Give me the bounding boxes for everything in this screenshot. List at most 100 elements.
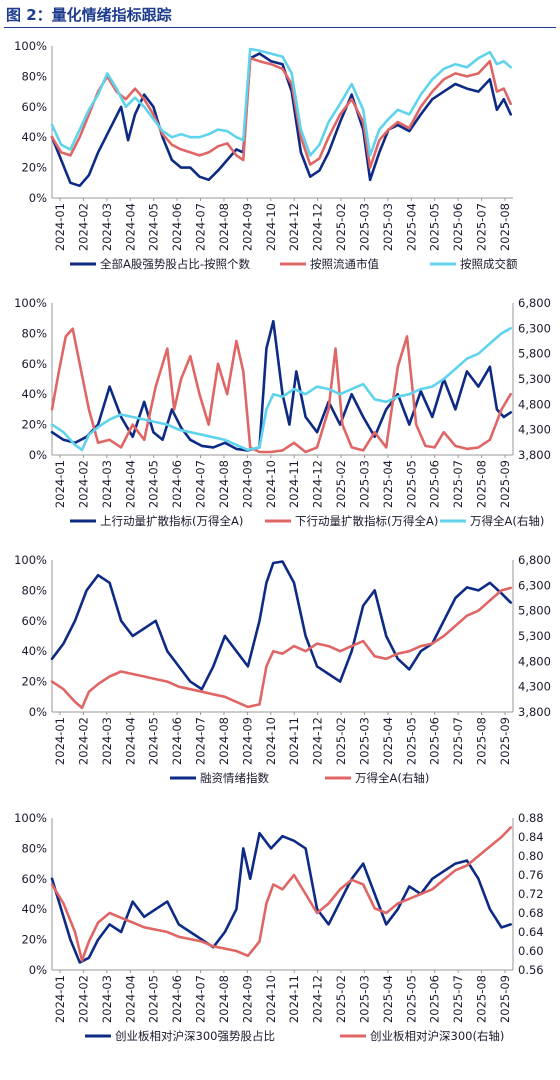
x-tick-label: 2025-02: [334, 460, 348, 508]
legend-label: 按照成交额: [460, 257, 518, 271]
legend-label: 万得全A(右轴): [355, 771, 429, 785]
series-line: [50, 586, 513, 710]
right-tick-label: 5,300: [518, 372, 551, 386]
legend-label: 融资情绪指数: [200, 771, 269, 785]
left-tick-label: 0%: [29, 963, 47, 977]
right-tick-label: 0.56: [518, 963, 544, 977]
x-tick-label: 2024-09: [240, 975, 254, 1023]
x-tick-label: 2025-08: [475, 975, 489, 1023]
right-tick-label: 4,300: [518, 423, 551, 437]
x-tick-label: 2024-06: [170, 203, 184, 251]
right-tick-label: 0.84: [518, 830, 544, 844]
x-tick-label: 2025-04: [381, 717, 395, 765]
right-tick-label: 0.80: [518, 849, 544, 863]
right-tick-label: 6,300: [518, 321, 551, 335]
x-tick-label: 2024-12: [311, 460, 325, 508]
x-tick-label: 2025-08: [475, 717, 489, 765]
x-tick-label: 2025-05: [404, 717, 418, 765]
right-tick-label: 4,300: [518, 680, 551, 694]
x-tick-label: 2024-11: [287, 975, 301, 1023]
legend-label: 创业板相对沪深300强势股占比: [115, 1029, 275, 1043]
right-tick-label: 5,800: [518, 347, 551, 361]
right-tick-label: 0.72: [518, 887, 544, 901]
legend-label: 下行动量扩散指标(万得全A): [295, 514, 438, 528]
legend-label: 全部A股强势股占比-按照个数: [100, 257, 251, 271]
right-tick-label: 0.76: [518, 868, 544, 882]
x-tick-label: 2024-10: [264, 203, 278, 251]
x-tick-label: 2025-07: [451, 717, 465, 765]
x-tick-label: 2025-06: [428, 460, 442, 508]
x-tick-label: 2024-07: [194, 717, 208, 765]
x-tick-label: 2024-03: [100, 975, 114, 1023]
x-tick-label: 2025-02: [334, 203, 348, 251]
x-tick-label: 2024-08: [217, 460, 231, 508]
left-tick-label: 0%: [29, 705, 47, 719]
x-tick-label: 2024-07: [194, 460, 208, 508]
x-tick-label: 2025-02: [334, 717, 348, 765]
x-tick-label: 2025-07: [451, 975, 465, 1023]
left-tick-label: 80%: [21, 326, 47, 340]
right-tick-label: 0.68: [518, 906, 544, 920]
x-tick-label: 2024-01: [53, 975, 67, 1023]
left-tick-label: 0%: [29, 191, 47, 205]
left-tick-label: 40%: [21, 902, 47, 916]
left-tick-label: 20%: [21, 161, 47, 175]
x-tick-label: 2024-05: [147, 460, 161, 508]
left-tick-label: 40%: [21, 387, 47, 401]
right-tick-label: 4,800: [518, 397, 551, 411]
legend-label: 万得全A(右轴): [470, 514, 544, 528]
left-tick-label: 80%: [21, 583, 47, 597]
x-tick-label: 2024-01: [53, 460, 67, 508]
x-tick-label: 2024-05: [147, 717, 161, 765]
series-line: [50, 560, 513, 691]
x-tick-label: 2024-11: [287, 460, 301, 508]
x-tick-label: 2025-06: [451, 203, 465, 251]
left-tick-label: 40%: [21, 644, 47, 658]
legend-label: 创业板相对沪深300(右轴): [370, 1029, 504, 1043]
x-tick-label: 2025-03: [357, 975, 371, 1023]
x-tick-label: 2024-04: [123, 717, 137, 765]
x-tick-label: 2024-09: [240, 460, 254, 508]
x-tick-label: 2024-12: [311, 975, 325, 1023]
x-tick-label: 2024-02: [76, 975, 90, 1023]
x-tick-label: 2024-06: [170, 717, 184, 765]
x-tick-label: 2024-10: [264, 460, 278, 508]
right-tick-label: 0.64: [518, 925, 544, 939]
x-tick-label: 2024-08: [217, 717, 231, 765]
x-tick-label: 2024-05: [147, 975, 161, 1023]
series-line: [50, 52, 513, 188]
x-tick-label: 2025-04: [381, 975, 395, 1023]
right-tick-label: 4,800: [518, 654, 551, 668]
x-tick-label: 2025-05: [428, 203, 442, 251]
x-tick-label: 2024-12: [311, 717, 325, 765]
right-tick-label: 0.60: [518, 944, 544, 958]
x-tick-label: 2024-01: [53, 203, 67, 251]
x-tick-label: 2024-03: [100, 460, 114, 508]
series-line: [50, 319, 513, 452]
x-tick-label: 2024-05: [147, 203, 161, 251]
chart-panel-4: 0% 20% 40% 60% 80% 100% 0.56 0.60 0.64 0.68 0.72 0.…: [14, 811, 544, 1043]
title-divider: [4, 27, 556, 28]
left-tick-label: 100%: [14, 811, 47, 825]
x-tick-label: 2024-06: [170, 975, 184, 1023]
right-tick-label: 6,800: [518, 296, 551, 310]
x-tick-label: 2025-09: [498, 975, 512, 1023]
x-tick-label: 2024-07: [194, 203, 208, 251]
x-tick-label: 2025-07: [475, 203, 489, 251]
x-tick-label: 2024-01: [53, 717, 67, 765]
x-tick-label: 2024-03: [100, 717, 114, 765]
legend-label: 上行动量扩散指标(万得全A): [100, 514, 243, 528]
left-tick-label: 100%: [14, 296, 47, 310]
left-tick-label: 60%: [21, 100, 47, 114]
x-tick-label: 2025-08: [498, 203, 512, 251]
series-line: [50, 826, 513, 962]
x-tick-label: 2025-07: [451, 460, 465, 508]
x-tick-label: 2024-10: [264, 717, 278, 765]
x-tick-label: 2025-06: [428, 717, 442, 765]
figure-title: 图 2：量化情绪指标跟踪: [6, 6, 172, 24]
x-tick-label: 2024-08: [217, 975, 231, 1023]
chart-panel-3: 0% 20% 40% 60% 80% 100% 3,800 4,300 4,800 5,300 5,…: [14, 553, 551, 785]
x-tick-label: 2024-12: [311, 203, 325, 251]
right-tick-label: 6,800: [518, 553, 551, 567]
left-tick-label: 60%: [21, 872, 47, 886]
